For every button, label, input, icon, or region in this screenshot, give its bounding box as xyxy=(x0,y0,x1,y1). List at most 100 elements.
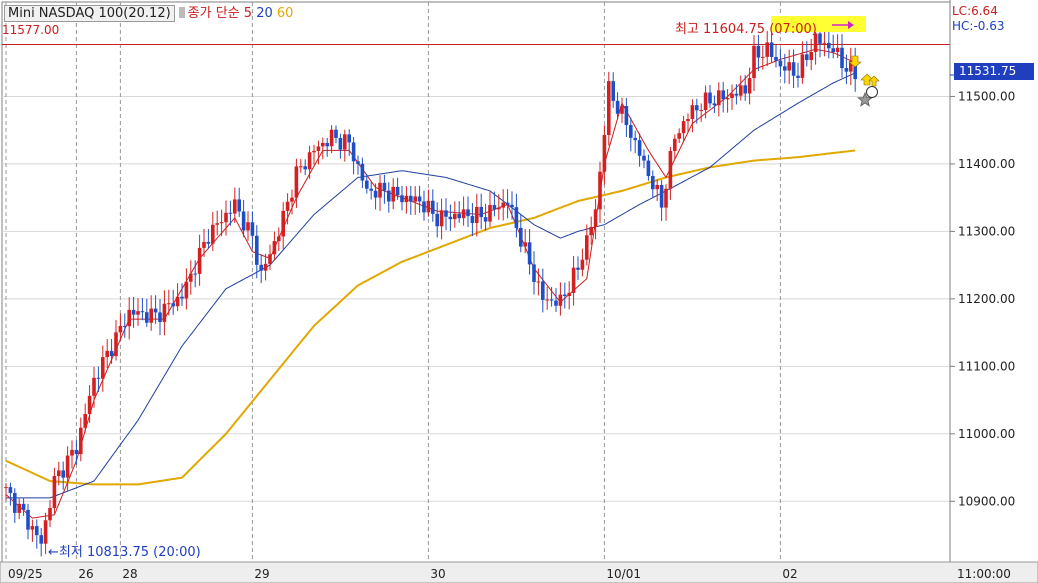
candle-body xyxy=(180,296,184,299)
candle-body xyxy=(558,294,563,306)
candle-body xyxy=(483,217,488,222)
candle-body xyxy=(347,134,351,143)
candle-body xyxy=(48,507,52,521)
plot-frame xyxy=(1,1,951,563)
hc-indicator: HC:-0.63 xyxy=(952,19,1005,33)
candle-body xyxy=(853,61,857,80)
candle-body xyxy=(778,60,783,67)
y-tick-label: 10900.00 xyxy=(958,494,1015,508)
candle-body xyxy=(211,224,215,244)
candle-body xyxy=(668,150,673,189)
candle-body xyxy=(813,33,818,53)
ma5-path xyxy=(5,48,856,519)
ma20-label: 20 xyxy=(256,6,273,21)
ma5-line xyxy=(5,48,856,519)
candle-body xyxy=(739,85,743,96)
y-tick-label: 11000.00 xyxy=(958,427,1015,441)
candle-body xyxy=(602,134,607,172)
candle-body xyxy=(43,520,48,544)
candle-body xyxy=(202,242,206,248)
x-tick-label: 30 xyxy=(430,567,445,581)
candle-body xyxy=(413,196,417,202)
candle-body xyxy=(193,273,197,275)
candle-body xyxy=(620,106,624,114)
candle-body xyxy=(263,263,268,271)
x-tick-label: 28 xyxy=(122,567,137,581)
candle-body xyxy=(294,166,299,198)
candle-body xyxy=(717,90,721,106)
candle-body xyxy=(387,190,391,202)
candle-body xyxy=(444,210,448,217)
candle-body xyxy=(13,493,17,513)
candle-body xyxy=(233,199,237,214)
candle-body xyxy=(162,303,167,322)
candle-body xyxy=(831,48,835,53)
y-tick-label: 11400.00 xyxy=(958,157,1015,171)
candle-body xyxy=(171,303,175,307)
ma-color-icon xyxy=(178,7,185,18)
candle-body xyxy=(158,312,162,322)
candle-body xyxy=(835,47,840,53)
ma20-path xyxy=(6,72,856,499)
candle-body xyxy=(219,222,224,224)
high-highlight xyxy=(771,16,866,32)
candle-body xyxy=(197,247,202,274)
y-tick-label: 11100.00 xyxy=(958,359,1015,373)
candle-body xyxy=(510,204,514,208)
candle-body xyxy=(114,332,118,357)
candle-body xyxy=(541,281,545,300)
candle-body xyxy=(690,105,695,120)
candle-body xyxy=(391,186,395,202)
candle-body xyxy=(721,90,725,100)
candle-body xyxy=(796,75,800,78)
candle-body xyxy=(686,119,690,122)
candle-body xyxy=(734,93,739,96)
candle-body xyxy=(206,242,211,244)
candle-body xyxy=(783,66,787,71)
candle-body xyxy=(514,207,519,228)
candle-body xyxy=(703,92,708,111)
candle-body xyxy=(475,206,479,224)
candle-body xyxy=(730,93,734,99)
candle-body xyxy=(492,205,497,210)
candle-body xyxy=(189,273,193,282)
high-arrow-head xyxy=(848,21,854,29)
chart-header: Mini NASDAQ 100(20.12) 종가 단순 5 20 60 xyxy=(4,2,293,22)
lc-indicator: LC:6.64 xyxy=(952,4,998,18)
candle-body xyxy=(497,207,501,210)
candle-body xyxy=(338,137,343,150)
candle-body xyxy=(136,311,140,315)
candle-body xyxy=(65,455,70,478)
ma5-label: 5 xyxy=(243,6,253,21)
candle-body xyxy=(175,296,180,307)
candle-body xyxy=(105,350,109,358)
ma20-line xyxy=(6,72,856,499)
candle-body xyxy=(761,56,765,58)
grid-lines xyxy=(1,1,951,563)
candle-body xyxy=(567,292,571,297)
candle-body xyxy=(545,299,549,301)
candle-body xyxy=(118,325,123,333)
candle-body xyxy=(303,166,307,170)
candle-body xyxy=(149,308,153,323)
candles xyxy=(4,20,857,557)
candle-body xyxy=(827,42,831,49)
candle-body xyxy=(571,267,576,293)
y-tick-label: 11300.00 xyxy=(958,224,1015,238)
candle-body xyxy=(259,264,263,271)
candle-body xyxy=(268,254,272,264)
candle-body xyxy=(395,186,400,196)
candle-body xyxy=(378,182,382,198)
candle-body xyxy=(312,150,316,153)
candle-body xyxy=(272,241,277,255)
level-line-label: 11577.00 xyxy=(2,23,60,37)
candle-body xyxy=(39,535,43,544)
candle-body xyxy=(281,210,285,237)
candle-body xyxy=(743,85,747,94)
candle-body xyxy=(519,227,523,247)
symbol-label[interactable]: Mini NASDAQ 100(20.12) xyxy=(4,5,175,22)
candle-body xyxy=(664,188,668,208)
up-arrow-icon-2 xyxy=(868,75,880,87)
up-arrow-icon xyxy=(860,73,874,86)
